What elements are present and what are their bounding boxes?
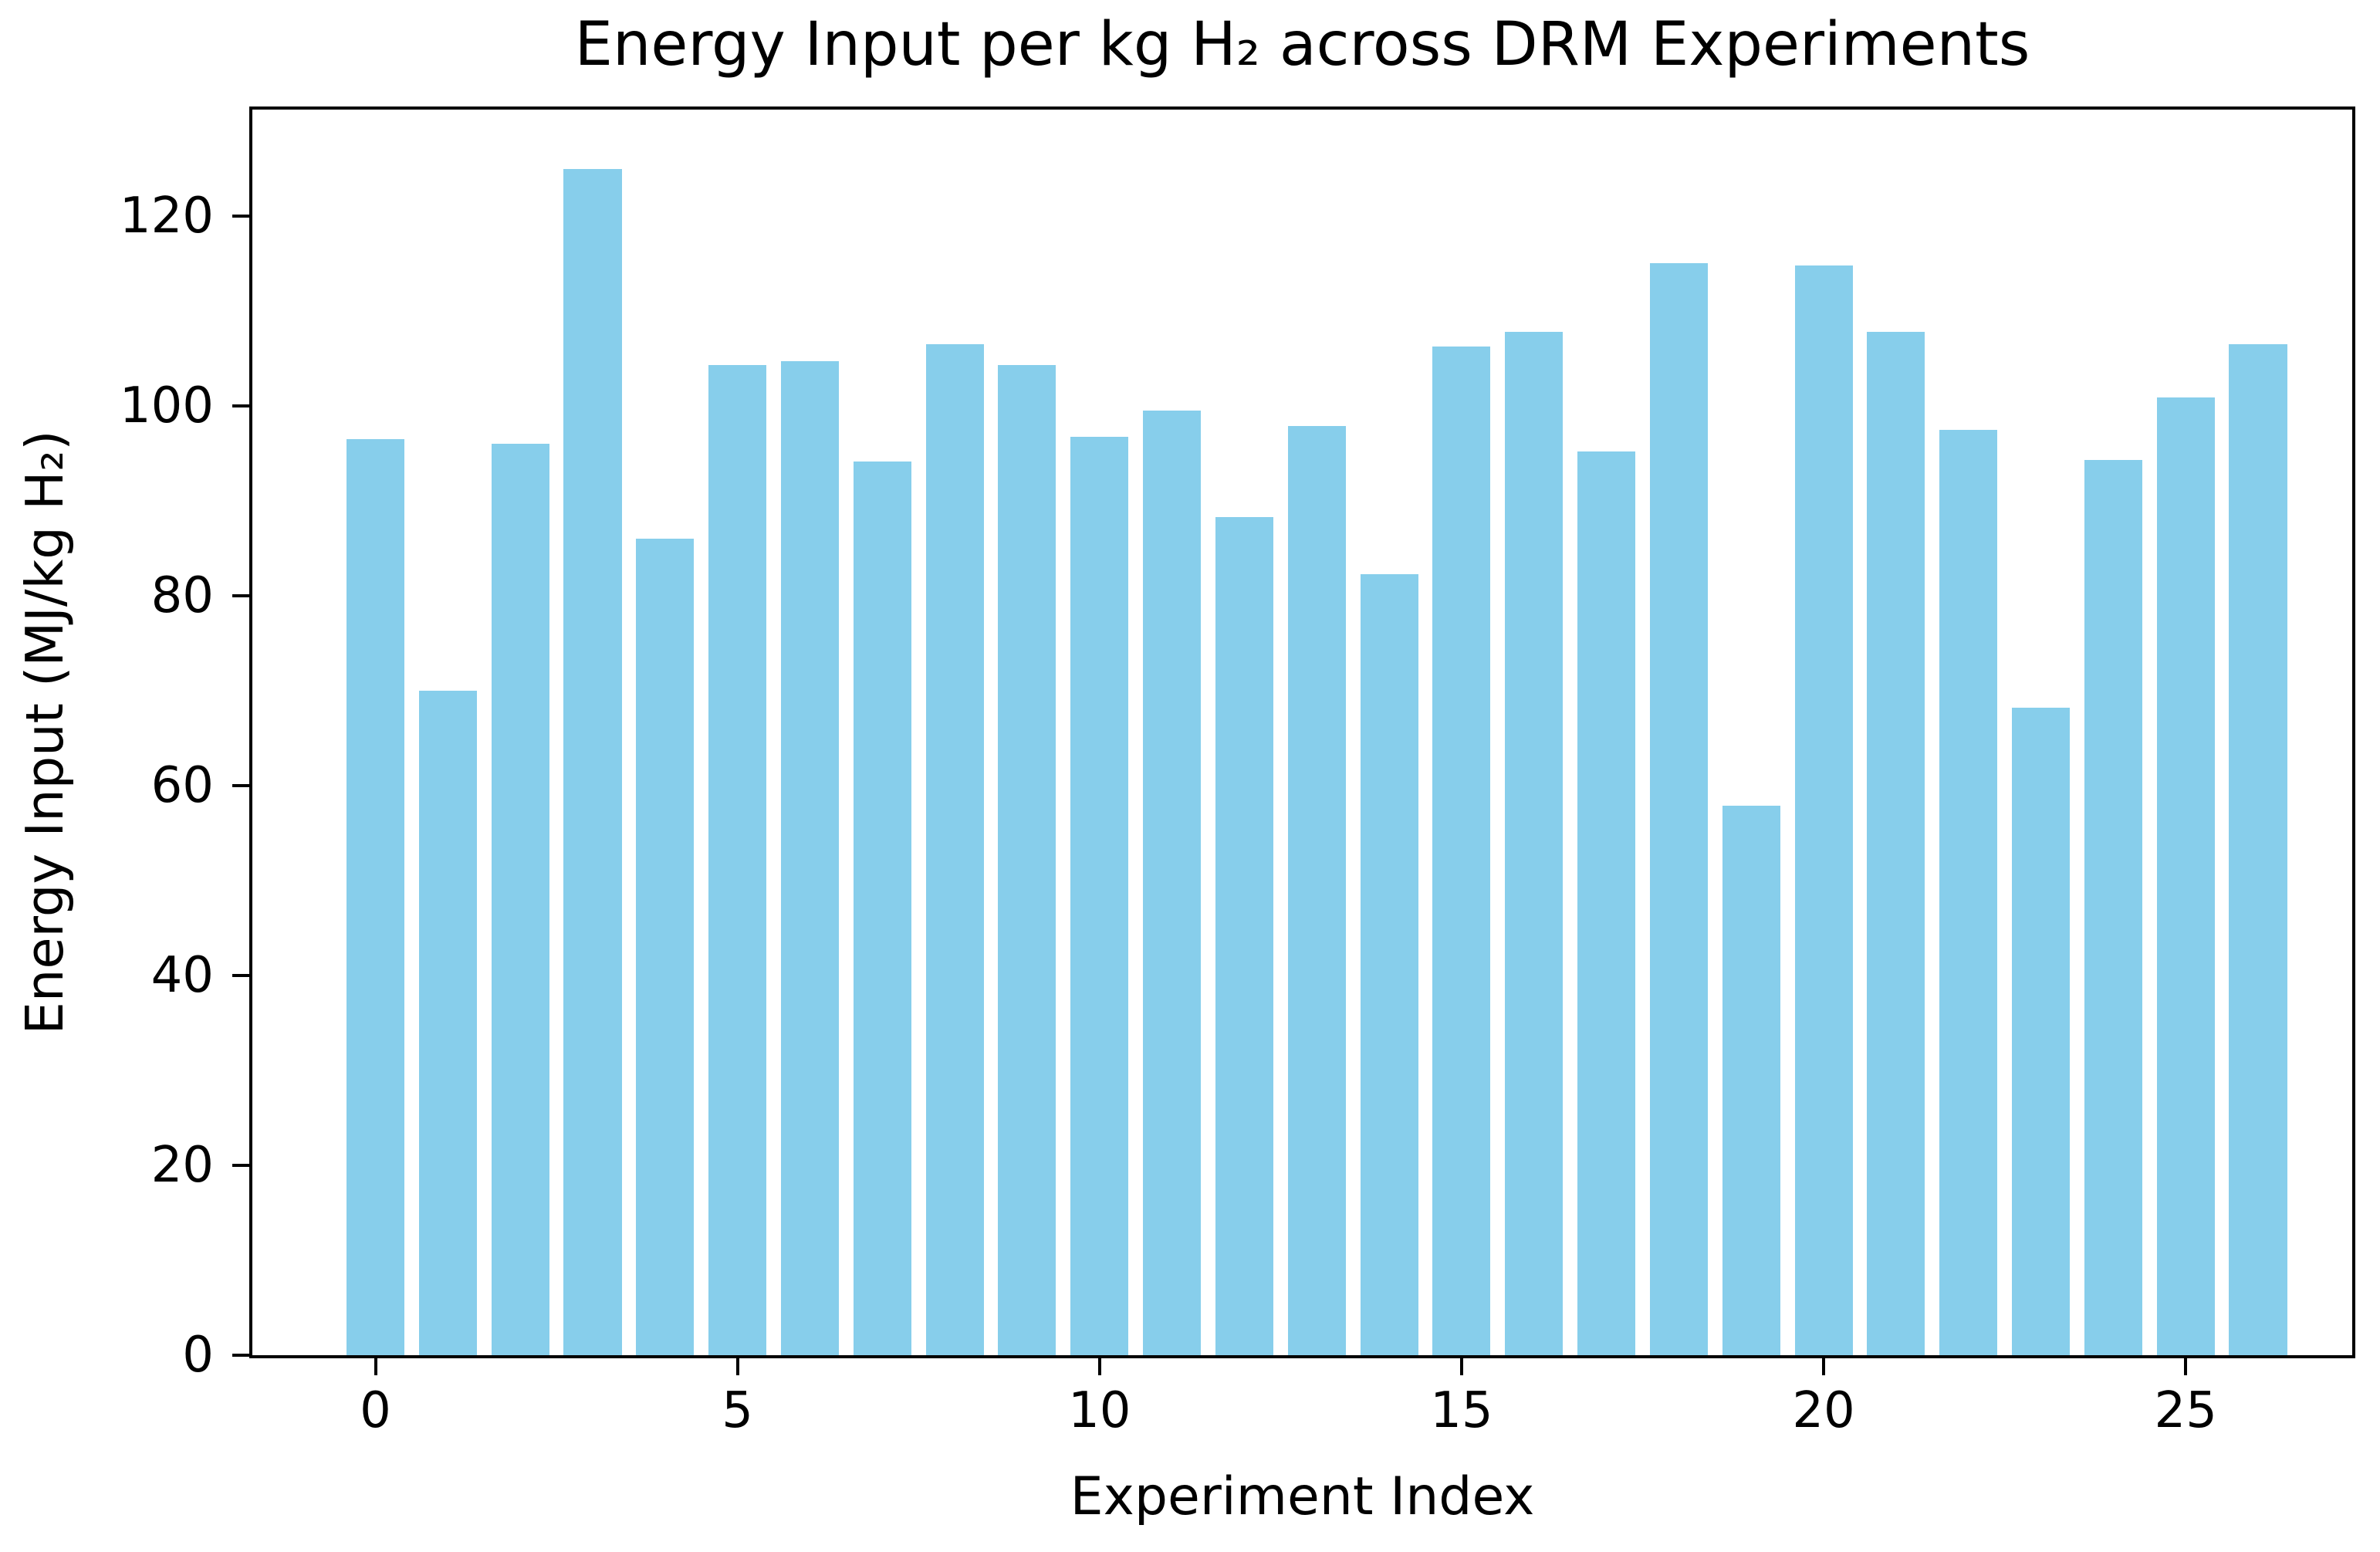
y-tick-label: 80 xyxy=(150,567,214,625)
x-tick-mark xyxy=(735,1358,739,1375)
x-tick-mark xyxy=(1459,1358,1463,1375)
x-tick-mark xyxy=(2184,1358,2188,1375)
x-tick-label: 25 xyxy=(2154,1382,2217,1439)
bar xyxy=(2156,397,2215,1355)
x-tick-label: 15 xyxy=(1430,1382,1493,1439)
bar xyxy=(2229,344,2287,1355)
x-tick-label: 0 xyxy=(360,1382,391,1439)
y-tick-mark xyxy=(232,784,249,788)
bar xyxy=(1360,573,1418,1355)
y-tick-label: 40 xyxy=(150,947,214,1005)
x-tick-label: 10 xyxy=(1068,1382,1131,1439)
x-tick-label: 5 xyxy=(722,1382,753,1439)
y-tick-mark xyxy=(232,404,249,408)
y-tick-label: 120 xyxy=(119,188,214,245)
bar xyxy=(1939,430,1998,1355)
bar xyxy=(1505,332,1564,1355)
chart-title: Energy Input per kg H₂ across DRM Experi… xyxy=(574,10,2030,79)
bar xyxy=(2084,460,2142,1355)
bar xyxy=(636,539,695,1355)
bar xyxy=(780,361,839,1355)
bar xyxy=(563,168,622,1355)
x-tick-label: 20 xyxy=(1792,1382,1855,1439)
plot-area: 0 20 40 60 80 100 120 0 5 10 15 20 25 xyxy=(120,107,2355,1435)
bar xyxy=(853,461,911,1355)
bar xyxy=(1577,451,1636,1355)
x-tick-mark xyxy=(1097,1358,1101,1375)
bar xyxy=(708,365,767,1355)
y-tick-label: 0 xyxy=(182,1327,214,1384)
bar xyxy=(1649,262,1708,1355)
bar xyxy=(418,691,477,1355)
y-tick-mark xyxy=(232,215,249,218)
bar xyxy=(1287,426,1346,1355)
bar xyxy=(1070,436,1129,1355)
y-tick-mark xyxy=(232,974,249,978)
y-tick-label: 100 xyxy=(119,377,214,435)
bar xyxy=(1722,805,1780,1355)
y-axis-label: Energy Input (MJ/kg H₂) xyxy=(15,430,75,1035)
bar xyxy=(998,365,1056,1355)
x-axis-label: Experiment Index xyxy=(1070,1466,1535,1527)
bar xyxy=(1794,265,1853,1355)
y-tick-mark xyxy=(232,1164,249,1168)
y-tick-label: 20 xyxy=(150,1137,214,1195)
bar xyxy=(2012,708,2071,1355)
bar xyxy=(925,344,984,1355)
y-tick-mark xyxy=(232,1354,249,1357)
bar xyxy=(346,439,405,1355)
x-tick-mark xyxy=(1822,1358,1826,1375)
y-tick-mark xyxy=(232,594,249,598)
x-tick-mark xyxy=(374,1358,377,1375)
bar xyxy=(491,444,549,1355)
bar xyxy=(1432,346,1491,1355)
y-tick-label: 60 xyxy=(150,757,214,815)
bar xyxy=(1215,517,1273,1355)
bar xyxy=(1867,332,1925,1355)
bar xyxy=(1143,411,1202,1355)
